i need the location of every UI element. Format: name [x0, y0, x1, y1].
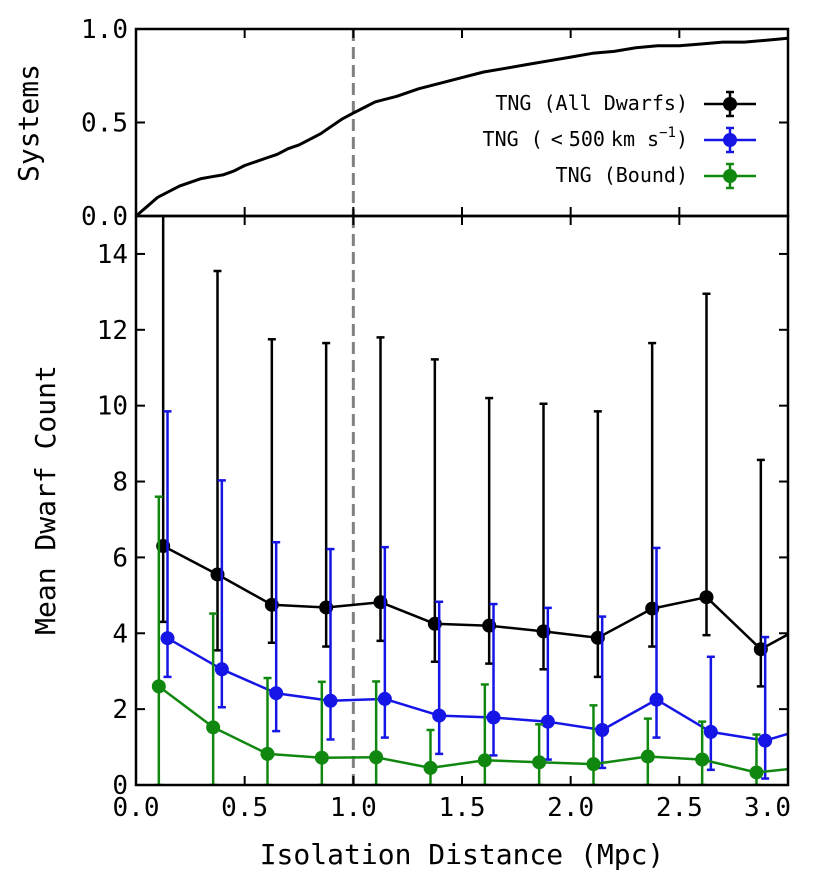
data-point [477, 753, 492, 768]
bottom-panel: 0 2 4 6 8 10 12 14 0.0 0.5 1.0 1.5 2.0 2.5 3.0 Mean Dw… [29, 214, 791, 871]
bottom-panel-frame [134, 214, 790, 787]
data-point [699, 590, 714, 605]
bottom-series [151, 216, 788, 785]
legend-marker-fast [704, 126, 756, 154]
x-tick-label: 1.0 [330, 793, 377, 823]
legend-fast-prefix: TNG ( [483, 127, 543, 151]
legend-entry-all-dwarfs: TNG (All Dwarfs) [495, 90, 756, 118]
x-tick-label: 3.0 [744, 793, 791, 823]
data-point [486, 710, 501, 725]
data-point [269, 686, 284, 701]
series-tng-500-km-s [160, 410, 788, 780]
legend-fast-unit: km s [611, 127, 659, 151]
series-line [166, 637, 788, 742]
legend-fast-exponent: −1 [659, 125, 676, 141]
top-cumulative-series [135, 36, 789, 218]
data-point [260, 746, 275, 761]
data-point [369, 750, 384, 765]
bottom-y-tick-label: 0 [112, 771, 128, 801]
bottom-y-tick-label: 12 [97, 316, 128, 346]
legend-fast-lt: < [551, 127, 563, 151]
data-point [377, 691, 392, 706]
data-point [314, 750, 329, 765]
top-y-tick-label: 0.0 [81, 202, 128, 232]
data-point [206, 720, 221, 735]
bottom-y-tick-label: 8 [112, 468, 128, 498]
series-line [158, 685, 788, 774]
data-point [749, 765, 764, 780]
legend-label-fast: TNG ( <500 km s−1) [483, 125, 688, 151]
x-axis-label: Isolation Distance (Mpc) [260, 838, 665, 871]
legend-label-bound: TNG (Bound) [556, 163, 688, 187]
x-tick-label: 1.5 [439, 793, 486, 823]
bottom-y-tick-label: 6 [112, 543, 128, 573]
top-y-axis-label: Systems [12, 64, 45, 182]
data-point [758, 733, 773, 748]
bottom-y-tick-label: 4 [112, 619, 128, 649]
bottom-y-tick-label: 10 [97, 392, 128, 422]
x-tick-label: 2.0 [547, 793, 594, 823]
x-tick-label: 0.5 [221, 793, 268, 823]
top-panel: 0.0 0.5 1.0 Systems TNG (All Dwarfs) TNG (… [12, 15, 790, 232]
legend-dot [723, 169, 737, 183]
legend-fast-suffix: ) [676, 127, 688, 151]
x-tick-label: 2.5 [656, 793, 703, 823]
top-y-tick-label: 1.0 [81, 15, 128, 45]
series-line [162, 544, 788, 651]
data-point [423, 760, 438, 775]
data-point [586, 757, 601, 772]
data-point [532, 755, 547, 770]
cumulative-systems-line [135, 36, 789, 218]
data-point [649, 692, 664, 707]
data-point [640, 749, 655, 764]
legend: TNG (All Dwarfs) TNG ( <500 km s−1) TNG (B… [483, 90, 756, 190]
data-point [540, 714, 555, 729]
data-point [151, 679, 166, 694]
legend-dot [723, 133, 737, 147]
series-tng-bound [151, 495, 788, 785]
legend-label-all-dwarfs: TNG (All Dwarfs) [495, 91, 688, 115]
legend-marker-bound [704, 162, 756, 190]
data-point [432, 708, 447, 723]
bottom-y-axis-label: Mean Dwarf Count [29, 365, 62, 635]
data-point [160, 631, 175, 646]
bottom-panel-ticks: 0 2 4 6 8 10 12 14 0.0 0.5 1.0 1.5 2.0 2.5 3.0 [97, 216, 791, 823]
data-point [214, 662, 229, 677]
series-tng-all-dwarfs [156, 216, 788, 688]
data-point [695, 752, 710, 767]
legend-entry-bound: TNG (Bound) [556, 162, 756, 190]
legend-entry-fast: TNG ( <500 km s−1) [483, 125, 756, 154]
top-y-tick-label: 0.5 [81, 109, 128, 139]
x-tick-label: 0.0 [113, 793, 160, 823]
legend-fast-value: 500 [569, 127, 605, 151]
legend-marker-all-dwarfs [704, 90, 756, 118]
data-point [595, 722, 610, 737]
top-panel-ticks: 0.0 0.5 1.0 [81, 15, 789, 232]
legend-dot [723, 97, 737, 111]
data-point [323, 693, 338, 708]
top-panel-frame [134, 27, 790, 218]
bottom-y-tick-label: 2 [112, 695, 128, 725]
bottom-y-tick-label: 14 [97, 240, 128, 270]
data-point [703, 724, 718, 739]
